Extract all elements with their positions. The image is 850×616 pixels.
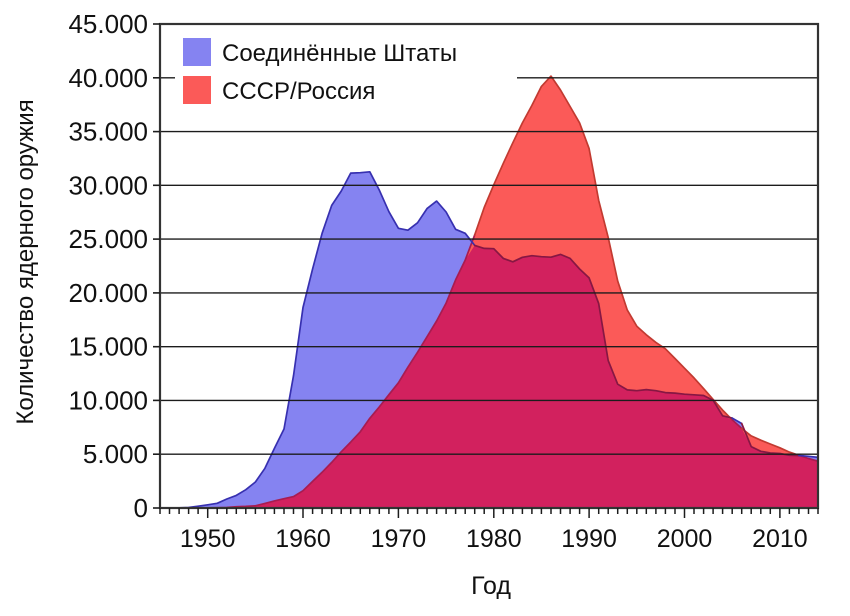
us-line: [159, 170, 476, 509]
ussr-line: [473, 75, 734, 421]
y-tick-label: 25.000: [68, 224, 148, 254]
legend-label-ussr: СССР/Россия: [222, 78, 375, 105]
legend-background: [175, 31, 517, 113]
y-tick-label: 45.000: [68, 9, 148, 39]
us-line: [473, 244, 734, 419]
x-tick-label: 1990: [561, 525, 617, 553]
axes-frame: [153, 22, 820, 518]
x-tick-label: 2010: [752, 525, 808, 553]
x-tick-label: 1960: [275, 525, 331, 553]
overlap-area: [198, 245, 819, 508]
y-tick-label: 20.000: [68, 278, 148, 308]
plot-frame: [158, 22, 820, 510]
us-line: [740, 422, 800, 457]
y-tick-label: 35.000: [68, 117, 148, 147]
x-tick-labels: 1950 1960 1970 1980 1990 2000 2010: [180, 525, 808, 553]
us-line: [731, 417, 743, 425]
legend-swatch-ussr: [183, 76, 211, 104]
y-tick-label: 15.000: [68, 332, 148, 362]
x-tick-label: 2000: [657, 525, 713, 553]
series-areas: [159, 75, 819, 509]
us-line: [798, 454, 819, 459]
ussr-line: [740, 427, 800, 457]
y-tick-label: 40.000: [68, 63, 148, 93]
legend-swatch-us: [183, 38, 211, 66]
x-tick-label: 1970: [371, 525, 427, 553]
y-axis-title: Количество ядерного оружия: [12, 99, 39, 424]
ussr-line: [731, 418, 743, 430]
legend-label-us: Соединённые Штаты: [222, 40, 457, 67]
y-tick-label: 30.000: [68, 170, 148, 200]
x-tick-label: 1950: [180, 525, 236, 553]
y-tick-label: 5.000: [83, 439, 148, 469]
y-tick-label: 10.000: [68, 385, 148, 415]
ussr-line: [197, 234, 476, 509]
y-tick-label: 0: [134, 493, 148, 523]
y-tick-labels: 0 5.000 10.000 15.000 20.000 25.000 30.000 35.0…: [68, 9, 148, 523]
x-tick-label: 1980: [466, 525, 522, 553]
legend: Соединённые Штаты СССР/Россия: [175, 31, 517, 113]
x-axis-title: Год: [471, 572, 511, 600]
